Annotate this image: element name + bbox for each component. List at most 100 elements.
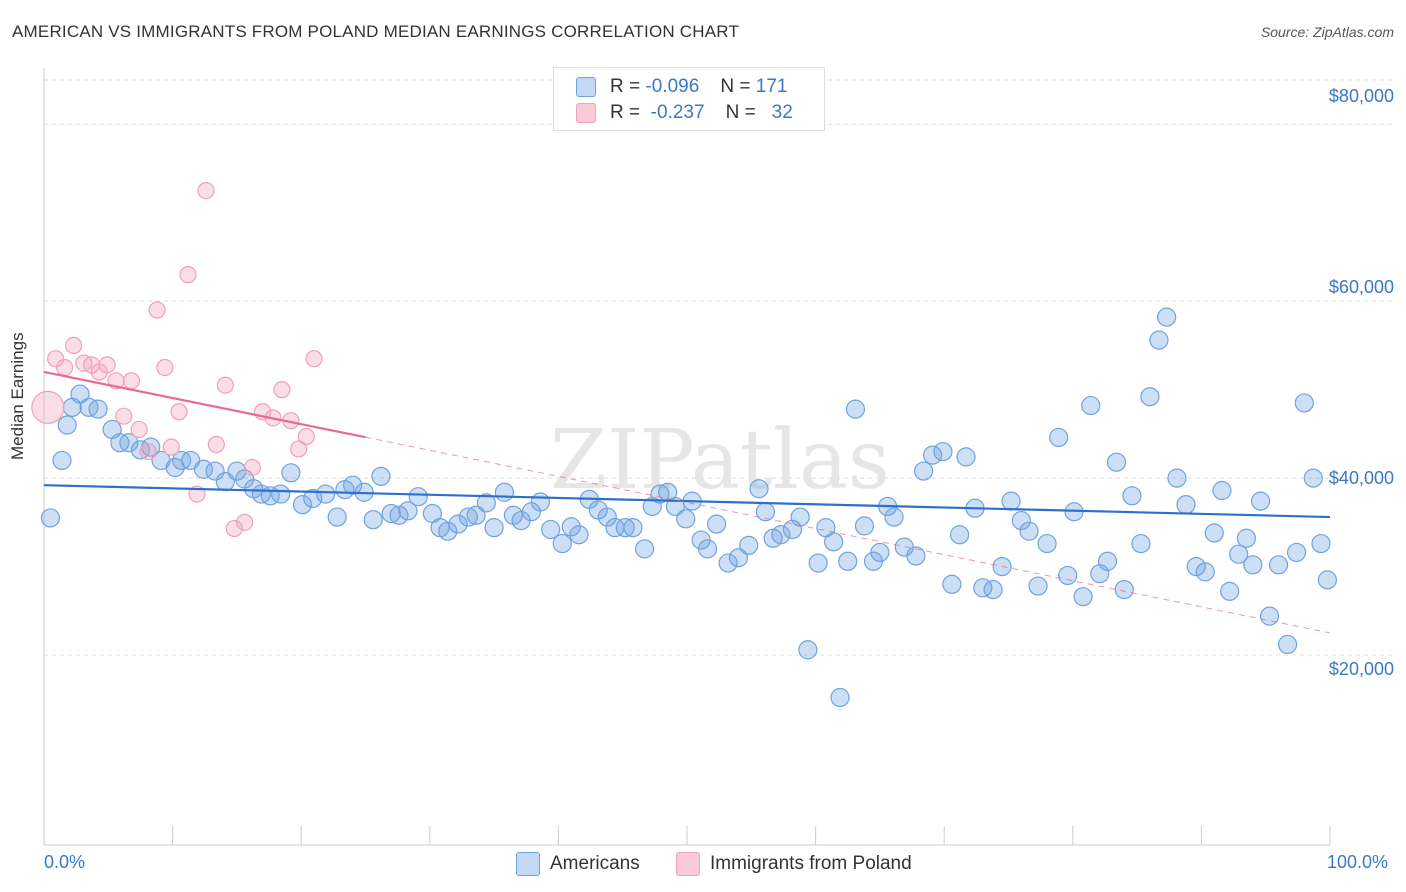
americans-point [281, 463, 301, 483]
americans-point [1277, 634, 1298, 655]
americans-point [983, 579, 1003, 600]
legend-row-poland: R = -0.237 N = 32 [576, 101, 793, 125]
americans-point [1097, 551, 1118, 571]
americans-legend-swatch [516, 852, 540, 876]
americans-point [389, 505, 409, 525]
americans-point [906, 546, 926, 566]
poland-point [207, 435, 225, 454]
poland-point [216, 376, 234, 394]
americans-point [790, 507, 810, 527]
r-label: R = [610, 102, 641, 123]
americans-point [448, 514, 468, 534]
poland-point [290, 440, 308, 458]
poland-point [236, 513, 254, 531]
r-value: -0.096 [645, 76, 700, 97]
americans-point [52, 450, 72, 471]
legend-item-poland: Immigrants from Poland [676, 852, 912, 876]
americans-point [1250, 491, 1271, 511]
americans-point [597, 507, 617, 527]
americans-point [650, 484, 670, 504]
poland-point [46, 350, 65, 368]
poland-point [197, 181, 215, 200]
americans-point [1106, 452, 1127, 472]
americans-point [933, 441, 953, 462]
americans-point [57, 415, 77, 435]
americans-point [1186, 556, 1206, 577]
legend-row-americans: R = -0.096 N = 171 [576, 75, 787, 99]
americans-point [1294, 393, 1314, 413]
legend-item-americans: Americans [516, 852, 640, 876]
poland-point [225, 519, 243, 538]
r-label: R = [610, 76, 641, 97]
americans-point [530, 492, 550, 512]
poland-point [139, 442, 157, 461]
americans-point [541, 519, 561, 540]
americans-point [476, 493, 496, 513]
americans-point [1019, 521, 1039, 541]
poland-legend-label: Immigrants from Poland [710, 853, 912, 874]
americans-point [615, 518, 635, 538]
americans-point [569, 525, 589, 545]
americans-point [1212, 480, 1232, 501]
americans-point [1268, 555, 1289, 575]
chart-title: AMERICAN VS IMMIGRANTS FROM POLAND MEDIA… [12, 22, 740, 41]
x-tick-label-max: 100.0% [1327, 852, 1389, 872]
americans-point [1058, 565, 1078, 586]
series-legend: Americans Immigrants from Poland [0, 852, 1406, 878]
poland-point [148, 301, 166, 319]
americans-point [1243, 555, 1263, 575]
americans-point [623, 518, 643, 538]
americans-point [1131, 533, 1151, 554]
americans-point [88, 399, 108, 419]
americans-point [884, 507, 904, 527]
americans-point [728, 548, 749, 568]
americans-point [1001, 491, 1021, 511]
poland-point [98, 356, 116, 374]
x-tick-label-min: 0.0% [44, 852, 86, 872]
americans-point [458, 507, 478, 527]
y-tick-label-60000: $60,000 [1328, 277, 1394, 297]
americans-point [494, 482, 514, 502]
americans-point [316, 484, 336, 504]
americans-point [1049, 427, 1069, 448]
americans-point [771, 525, 791, 545]
americans-point [824, 532, 844, 552]
americans-trend-line [43, 484, 1331, 519]
americans-point [70, 384, 90, 404]
poland-point [115, 407, 133, 425]
americans-point [303, 488, 323, 509]
americans-point [119, 433, 139, 453]
poland-swatch [576, 103, 596, 123]
poland-point [273, 381, 291, 399]
americans-point [697, 539, 718, 559]
americans-point [634, 539, 655, 559]
poland-point [297, 427, 315, 446]
americans-point [749, 479, 769, 499]
poland-point [305, 350, 323, 368]
americans-point [1073, 587, 1093, 607]
americans-point [1317, 570, 1338, 590]
americans-point [739, 535, 759, 555]
americans-point [1311, 533, 1331, 554]
americans-point [227, 461, 247, 481]
americans-point [1259, 606, 1280, 626]
americans-point [1011, 510, 1031, 531]
americans-point [950, 525, 970, 545]
correlation-legend: R = -0.096 N = 171 R = -0.237 N = 32 [553, 67, 825, 131]
poland-point [170, 403, 188, 421]
americans-point [327, 507, 347, 527]
americans-point [854, 516, 875, 536]
americans-point [942, 574, 962, 594]
poland-legend-swatch [676, 852, 700, 876]
americans-point [371, 466, 391, 486]
americans-point [561, 517, 581, 537]
y-tick-label-20000: $20,000 [1328, 659, 1394, 679]
americans-point [706, 514, 727, 534]
americans-point [1229, 544, 1249, 564]
americans-point [1176, 495, 1196, 515]
americans-point [40, 508, 61, 528]
americans-point [845, 399, 866, 419]
poland-point [122, 372, 141, 390]
americans-point [552, 533, 572, 554]
